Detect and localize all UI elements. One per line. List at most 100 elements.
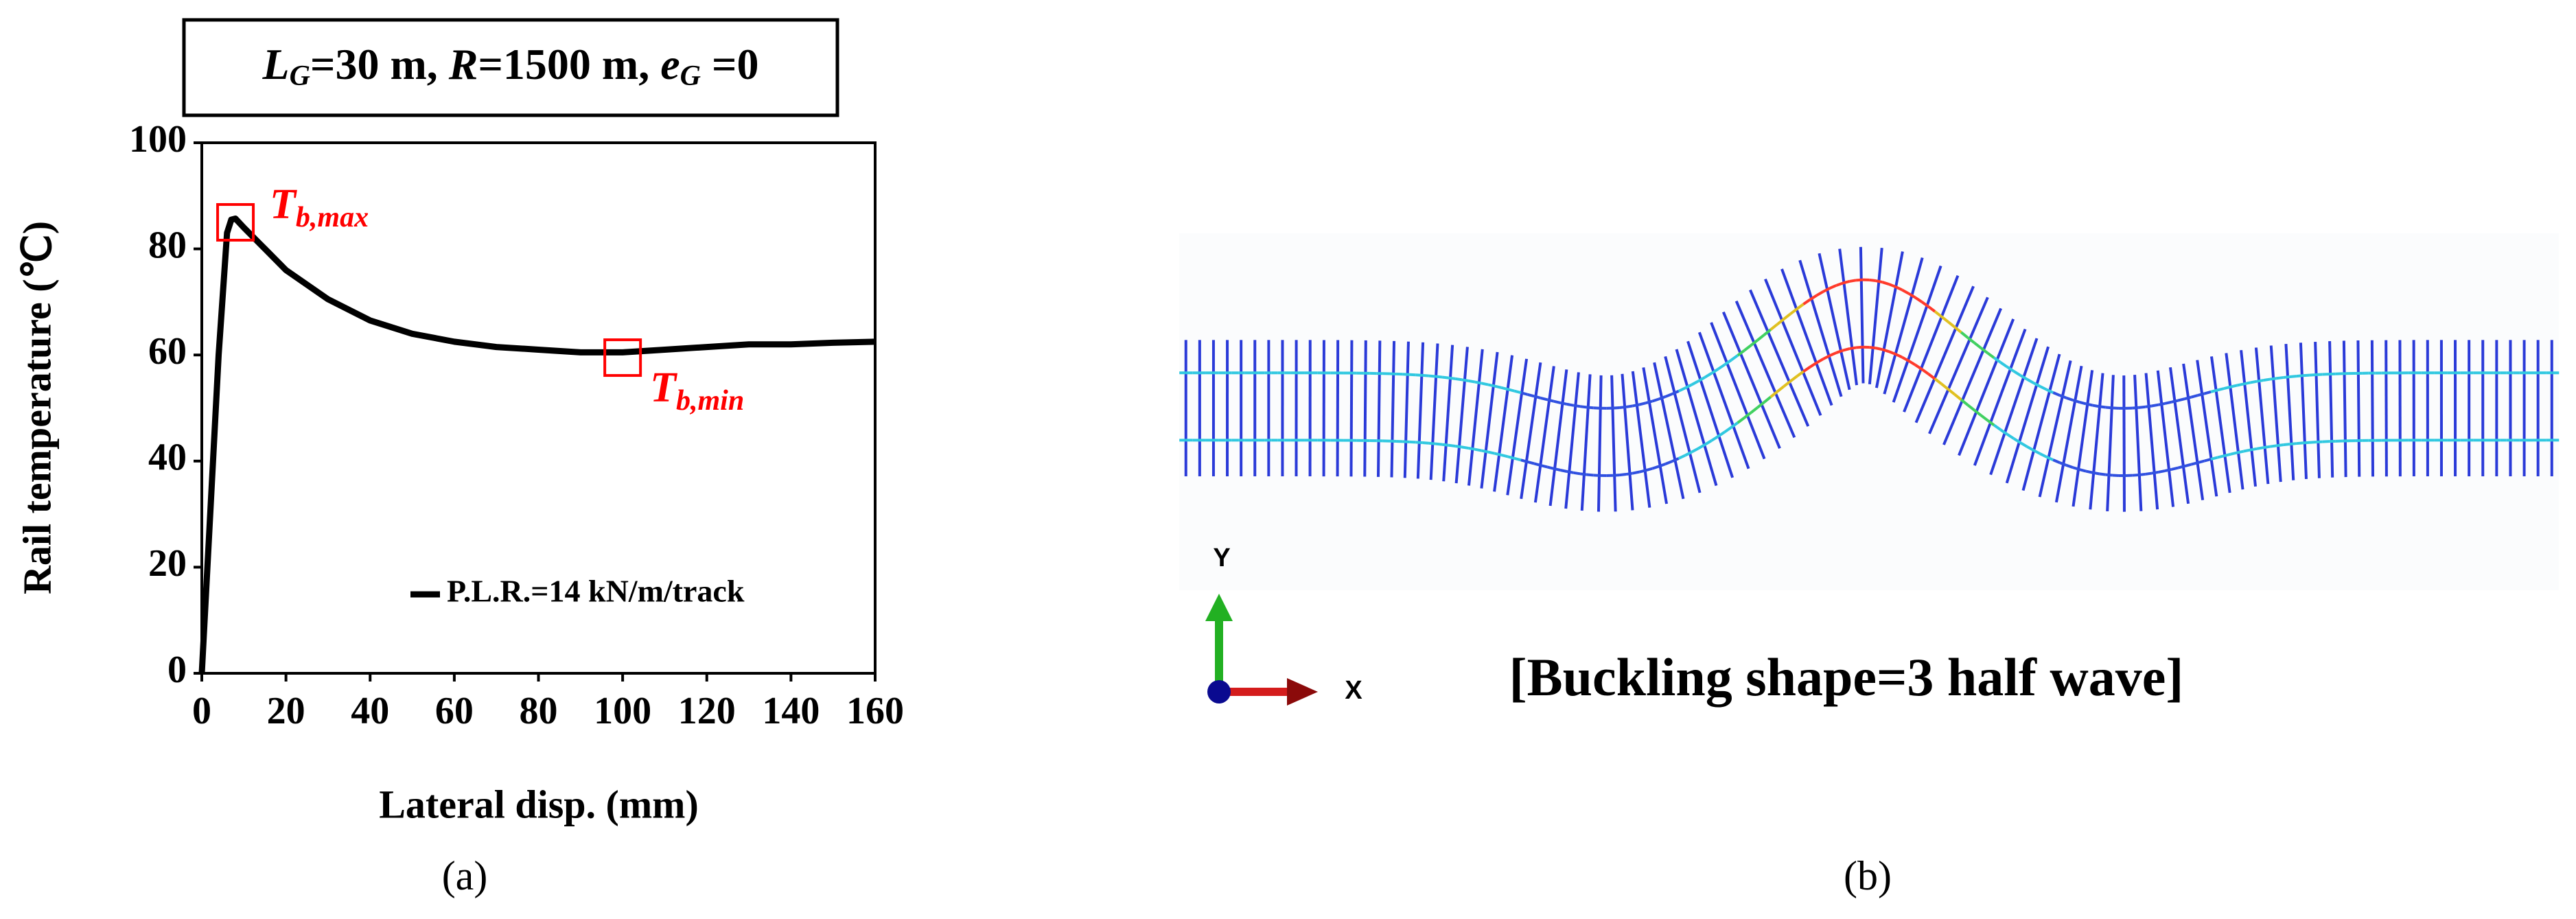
rail [2217,387,2225,392]
sleeper [1928,296,1989,434]
sleeper [2005,346,2050,484]
sleeper [1838,248,1858,386]
rail [1710,435,1719,442]
sleeper [1721,311,1781,450]
rail [1927,305,1936,313]
rail [2039,452,2047,458]
rail [2256,446,2264,450]
rail [2236,450,2244,454]
title-part: =1500 m, [478,40,660,89]
axis-triad: Y X [1205,544,1362,706]
rail [2019,441,2028,448]
rail [1888,350,1896,356]
rail [1566,402,1574,407]
rail [2085,469,2093,474]
rail [2138,472,2146,476]
rail [2230,451,2238,456]
rail [2059,394,2067,399]
rail [1645,399,1653,405]
rail [1947,321,1956,329]
rail [2171,399,2179,404]
rail [1750,406,1759,414]
rail [1454,445,1463,449]
rail [2065,463,2074,469]
y-tick-label: 80 [148,224,187,266]
rail [2210,388,2218,393]
rail [1704,372,1713,379]
sleeper [2254,347,2270,485]
sleeper [2156,370,2175,507]
sleeper [2356,340,2361,477]
rail [1855,345,1863,349]
rail [1553,467,1561,472]
rail [1632,470,1640,475]
rail [1940,315,1949,323]
rail [2151,470,2159,475]
rail [2203,391,2212,395]
sleeper [1710,322,1766,460]
sleeper [1390,340,1396,478]
rail [2105,473,2113,477]
sleeper [2072,370,2094,507]
sleeper [1664,356,1702,493]
rail [1428,374,1436,378]
sleeper [2106,375,2115,512]
rail [1691,380,1699,386]
title-part: L [262,40,290,89]
rail [1756,334,1765,342]
rail [1415,441,1423,445]
sleeper [1958,318,2015,456]
rail [1894,286,1903,292]
rail [1619,405,1627,409]
sleeper [1989,338,2039,476]
rail [1730,354,1739,362]
rail [1658,395,1667,401]
rail [1815,358,1824,364]
sleeper [2144,373,2159,510]
rail [1559,401,1568,406]
rail [1540,464,1548,469]
y-tick-label: 40 [148,437,187,479]
chart-title: LG=30 m, R=1500 m, eG =0 [262,40,759,92]
rail [1769,391,1778,399]
rail [2059,461,2067,467]
rail [1934,310,1942,318]
rail [1835,349,1844,354]
rail [1921,368,1929,375]
sleeper [1903,275,1960,412]
track [1179,246,2560,512]
rail [1513,389,1522,395]
rail [2250,447,2258,452]
rail [2012,437,2021,444]
rail [1494,452,1502,456]
rail [2243,448,2251,453]
rail [1934,377,1942,385]
rail [1849,279,1857,283]
rail [2039,385,2047,391]
sleeper [1749,289,1810,427]
rail [1901,288,1910,295]
rail [1966,336,1975,345]
rail [1474,447,1482,452]
rail [2045,388,2054,394]
rail [1546,465,1555,470]
rail [1461,378,1469,382]
sleeper [1621,373,1634,511]
rail [1520,458,1529,463]
rail [1645,467,1653,472]
sleeper [1548,369,1568,507]
sleeper [2269,345,2282,482]
sleeper [2133,375,2143,511]
x-tick-label: 120 [678,690,736,732]
sleeper [2168,367,2190,504]
rail [2085,402,2093,407]
rail [1448,443,1456,447]
rail [1756,401,1765,409]
rail [2197,392,2205,397]
rail [2072,399,2080,404]
rail [2052,391,2061,397]
rail [1842,280,1850,285]
rail [1993,356,2001,364]
rail [1553,399,1561,404]
rail [1435,442,1443,446]
